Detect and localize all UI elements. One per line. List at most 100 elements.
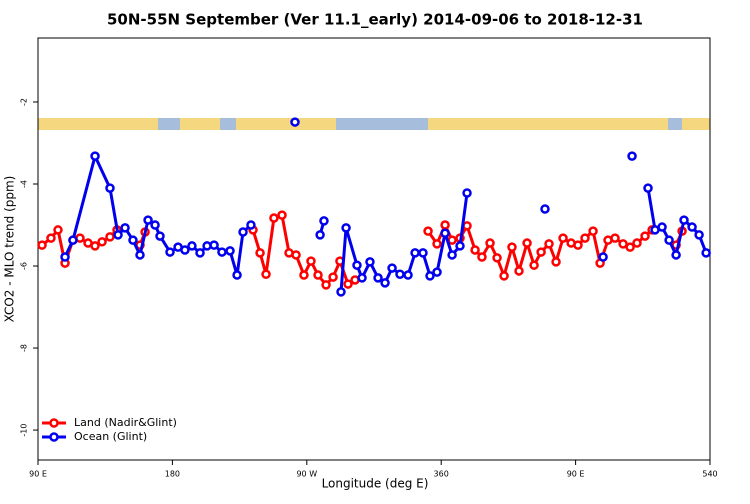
data-point bbox=[462, 221, 472, 231]
data-point bbox=[380, 278, 390, 288]
x-tick-label: 90 E bbox=[29, 470, 47, 479]
data-point bbox=[387, 263, 397, 273]
data-point bbox=[640, 231, 650, 241]
plot-frame bbox=[37, 37, 711, 461]
data-point bbox=[536, 247, 546, 257]
data-point bbox=[440, 220, 450, 230]
data-point bbox=[336, 287, 346, 297]
data-point bbox=[440, 228, 450, 238]
x-tick-label: 540 bbox=[702, 470, 717, 479]
data-point bbox=[143, 215, 153, 225]
data-point bbox=[432, 267, 442, 277]
data-point bbox=[403, 270, 413, 280]
data-point bbox=[514, 266, 524, 276]
data-point bbox=[90, 151, 100, 161]
legend-marker bbox=[49, 418, 59, 428]
data-point bbox=[105, 183, 115, 193]
data-point bbox=[643, 183, 653, 193]
data-point bbox=[113, 230, 123, 240]
data-point bbox=[701, 248, 711, 258]
data-point bbox=[627, 151, 637, 161]
data-point bbox=[588, 226, 598, 236]
data-point bbox=[618, 239, 628, 249]
series-line bbox=[63, 151, 252, 276]
data-point bbox=[261, 269, 271, 279]
legend-label: Ocean (Glint) bbox=[74, 430, 147, 443]
data-point bbox=[150, 220, 160, 230]
data-point bbox=[232, 270, 242, 280]
legend: Land (Nadir&Glint)Ocean (Glint) bbox=[42, 416, 177, 443]
map-strip bbox=[38, 118, 710, 130]
y-axis-label: XCO2 - MLO trend (ppm) bbox=[3, 176, 17, 323]
y-tick-label: -8 bbox=[20, 344, 29, 352]
data-point bbox=[462, 188, 472, 198]
series-line bbox=[646, 187, 708, 260]
land-strip bbox=[682, 118, 710, 130]
data-point bbox=[90, 241, 100, 251]
data-point bbox=[37, 240, 47, 250]
data-point bbox=[423, 226, 433, 236]
data-point bbox=[455, 241, 465, 251]
y-tick-label: -6 bbox=[20, 262, 29, 270]
x-tick-label: 90 W bbox=[296, 470, 317, 479]
chart-title: 50N-55N September (Ver 11.1_early) 2014-… bbox=[107, 11, 643, 29]
data-point bbox=[155, 231, 165, 241]
data-point bbox=[246, 220, 256, 230]
data-point bbox=[522, 238, 532, 248]
data-point bbox=[679, 215, 689, 225]
data-point bbox=[291, 250, 301, 260]
data-point bbox=[290, 117, 300, 127]
data-point bbox=[432, 239, 442, 249]
data-point bbox=[418, 248, 428, 258]
x-axis-label: Longitude (deg E) bbox=[322, 477, 429, 491]
data-point bbox=[625, 242, 635, 252]
data-point bbox=[53, 225, 63, 235]
data-point bbox=[341, 223, 351, 233]
data-point bbox=[135, 250, 145, 260]
data-point bbox=[425, 271, 435, 281]
data-point bbox=[165, 247, 175, 257]
data-point bbox=[321, 280, 331, 290]
data-point bbox=[343, 279, 353, 289]
data-point bbox=[180, 245, 190, 255]
data-point bbox=[195, 248, 205, 258]
data-point bbox=[610, 233, 620, 243]
data-point bbox=[97, 237, 107, 247]
data-point bbox=[477, 252, 487, 262]
data-point bbox=[657, 222, 667, 232]
data-point bbox=[558, 233, 568, 243]
x-tick-label: 360 bbox=[434, 470, 449, 479]
data-point bbox=[357, 273, 367, 283]
data-point bbox=[580, 233, 590, 243]
land-strip bbox=[180, 118, 220, 130]
data-point bbox=[306, 256, 316, 266]
data-point bbox=[470, 245, 480, 255]
data-point bbox=[46, 233, 56, 243]
data-point bbox=[447, 250, 457, 260]
legend-label: Land (Nadir&Glint) bbox=[74, 416, 177, 429]
data-point bbox=[544, 239, 554, 249]
data-point bbox=[598, 252, 608, 262]
data-point bbox=[551, 257, 561, 267]
data-point bbox=[120, 223, 130, 233]
data-point bbox=[664, 235, 674, 245]
x-tick-label: 180 bbox=[165, 470, 180, 479]
data-point bbox=[687, 222, 697, 232]
data-point bbox=[299, 270, 309, 280]
data-point bbox=[238, 227, 248, 237]
data-point bbox=[269, 213, 279, 223]
data-point bbox=[105, 232, 115, 242]
data-point bbox=[395, 269, 405, 279]
data-point bbox=[540, 204, 550, 214]
data-point bbox=[507, 242, 517, 252]
y-tick-label: -2 bbox=[20, 98, 29, 106]
data-point bbox=[187, 241, 197, 251]
x-tick-label: 90 E bbox=[567, 470, 585, 479]
data-point bbox=[277, 210, 287, 220]
data-point bbox=[352, 260, 362, 270]
data-point bbox=[315, 230, 325, 240]
data-point bbox=[632, 238, 642, 248]
legend-marker bbox=[49, 432, 59, 442]
data-point bbox=[529, 260, 539, 270]
